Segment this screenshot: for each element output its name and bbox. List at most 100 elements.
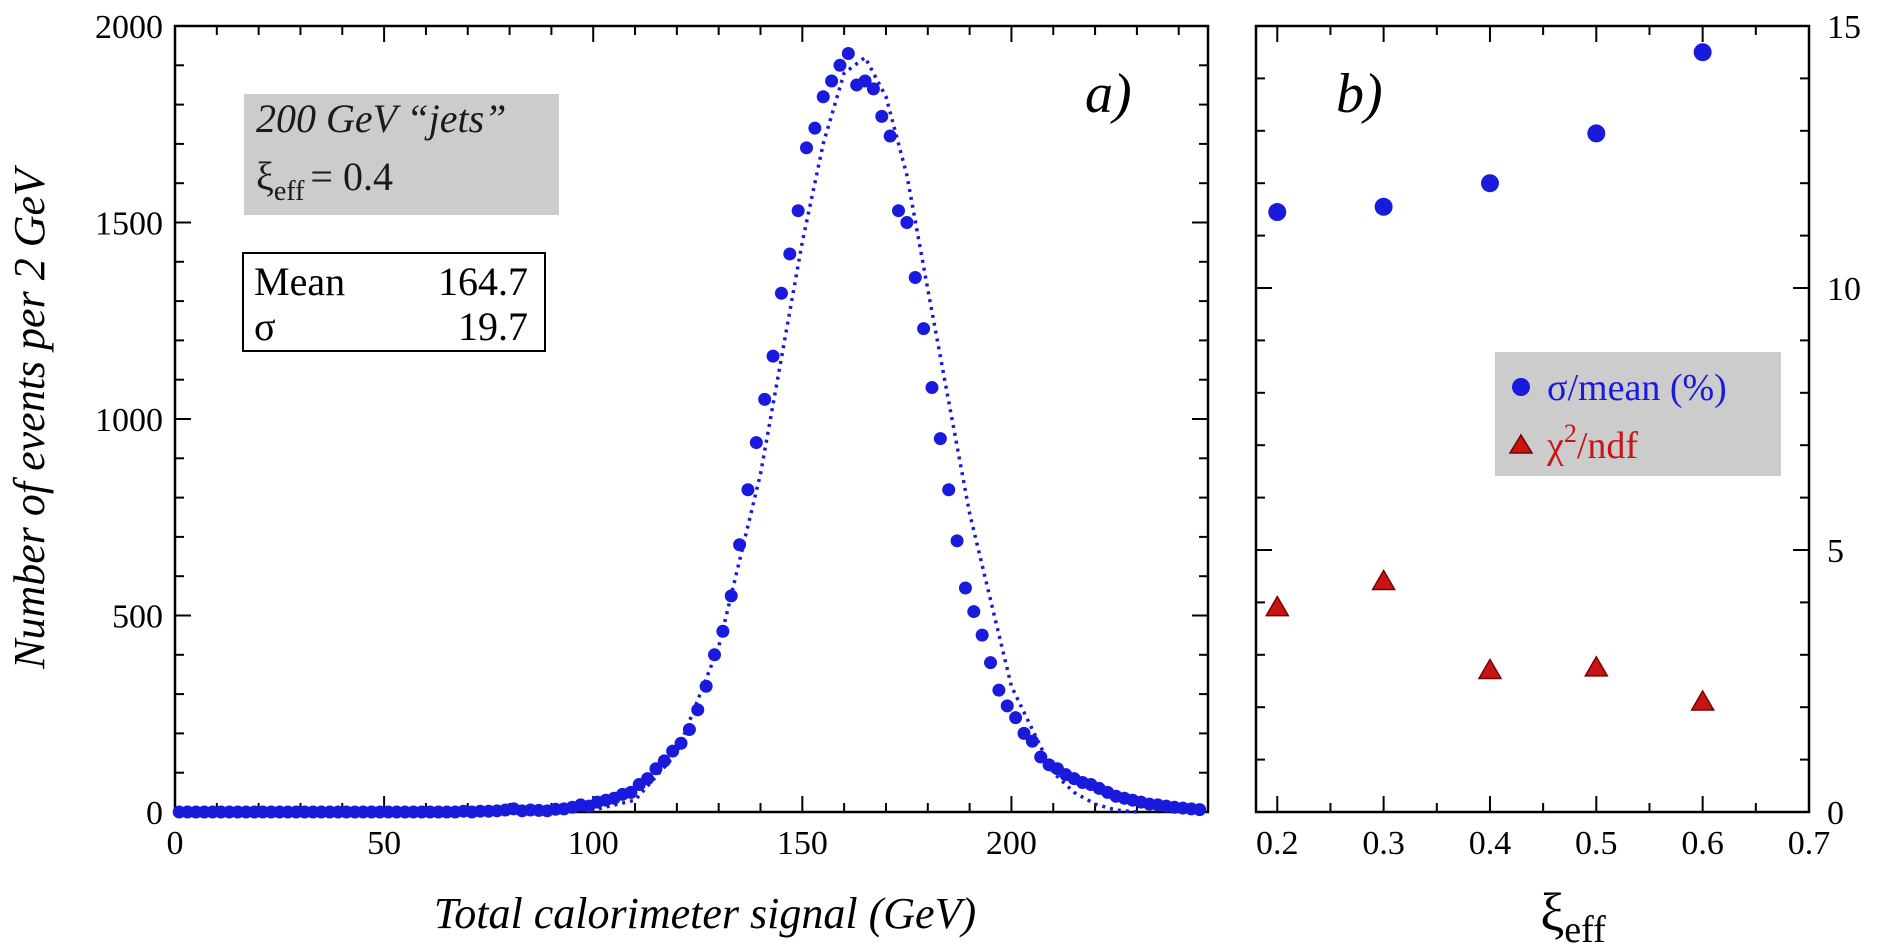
data-point <box>958 581 972 595</box>
stats-box <box>242 252 546 352</box>
b-y-tick-label: 10 <box>1827 271 1861 308</box>
chi2-point <box>1477 658 1503 680</box>
x-tick-label: 0 <box>167 825 184 862</box>
panel-b-tick-labels: 0.2 0.3 0.4 0.5 0.6 0.70 5 10 15 <box>1256 9 1861 862</box>
y-tick-label: 500 <box>112 599 163 636</box>
data-point <box>733 538 747 552</box>
data-point <box>1000 699 1014 713</box>
data-point <box>992 683 1006 697</box>
panel-b-x-axis-title: ξeff <box>1540 882 1606 944</box>
data-point <box>716 624 730 638</box>
y-tick-label: 0 <box>146 795 163 832</box>
panel-b-frame <box>1254 24 1811 814</box>
legend-marker-chi2 <box>1508 433 1534 454</box>
data-point <box>708 648 722 662</box>
stats-sigma-label: σ <box>254 304 276 349</box>
panel-b-label: b) <box>1336 63 1383 125</box>
data-point <box>800 141 814 155</box>
data-point <box>624 785 638 799</box>
y-axis-title: Number of events per 2 GeV <box>5 164 54 670</box>
sigma-point <box>1268 203 1287 222</box>
data-point <box>933 432 947 446</box>
b-x-tick-label: 0.2 <box>1256 825 1299 862</box>
data-point <box>967 605 981 619</box>
x-tick-label: 100 <box>568 825 619 862</box>
data-point <box>1017 726 1031 740</box>
b-x-tick-label: 0.3 <box>1362 825 1405 862</box>
data-point <box>816 90 830 104</box>
sigma-point <box>1374 197 1393 216</box>
info-box-xi: ξeff = 0.4 <box>256 154 393 207</box>
x-axis-title: Total calorimeter signal (GeV) <box>434 889 976 938</box>
chi2-point <box>1584 655 1609 677</box>
data-point <box>758 392 772 406</box>
data-point <box>674 736 688 750</box>
b-x-tick-label: 0.4 <box>1469 825 1512 862</box>
data-point <box>975 628 989 642</box>
data-point <box>791 204 805 218</box>
data-point <box>691 703 705 717</box>
data-point <box>866 82 880 96</box>
panel-b-points <box>1264 43 1715 711</box>
legend-label-sigma: σ/mean (%) <box>1547 367 1727 409</box>
b-x-tick-label: 0.6 <box>1681 825 1724 862</box>
data-point <box>699 679 713 693</box>
panel-a-ticks <box>174 25 1208 813</box>
sigma-point <box>1480 174 1499 193</box>
data-point <box>783 247 797 261</box>
data-point <box>641 772 655 786</box>
legend-label-chi2: χ2/ndf <box>1546 419 1638 467</box>
fit-curve <box>174 54 1138 814</box>
sigma-point <box>1587 124 1606 143</box>
data-point <box>858 74 872 88</box>
data-point <box>808 121 822 135</box>
data-point <box>833 58 847 72</box>
data-point <box>984 656 998 670</box>
data-point <box>925 381 939 395</box>
data-point <box>841 47 855 61</box>
stats-mean-label: Mean <box>254 259 345 304</box>
data-point <box>825 74 839 88</box>
data-point <box>883 129 897 143</box>
data-point <box>1034 750 1048 764</box>
chi2-point <box>1690 689 1715 711</box>
info-box-title: 200 GeV “jets” <box>256 96 506 141</box>
data-point <box>666 744 680 758</box>
data-point <box>917 322 931 336</box>
data-point <box>682 722 696 736</box>
data-point <box>875 109 889 123</box>
data-point <box>741 483 755 497</box>
data-point <box>892 204 906 218</box>
data-point <box>908 271 922 285</box>
data-point <box>950 534 964 548</box>
data-point <box>1009 711 1023 725</box>
data-point <box>774 286 788 300</box>
b-x-tick-label: 0.7 <box>1788 825 1831 862</box>
y-tick-label: 1000 <box>95 402 163 439</box>
x-tick-label: 150 <box>777 825 828 862</box>
x-tick-label: 200 <box>986 825 1037 862</box>
y-tick-label: 2000 <box>95 9 163 46</box>
legend-box <box>1495 352 1781 476</box>
y-tick-label: 1500 <box>95 206 163 243</box>
data-point <box>749 436 763 450</box>
info-box <box>244 94 559 215</box>
data-point <box>766 349 780 363</box>
stats-sigma-value: 19.7 <box>458 304 528 349</box>
b-y-tick-label: 15 <box>1827 9 1861 46</box>
data-point <box>657 754 671 768</box>
data-point <box>942 483 956 497</box>
stats-mean-value: 164.7 <box>438 259 528 304</box>
panel-b-ticks <box>1256 25 1810 813</box>
data-point <box>1193 803 1207 817</box>
data-point <box>649 762 663 776</box>
chi2-point <box>1371 568 1396 591</box>
x-tick-label: 50 <box>367 825 401 862</box>
b-x-tick-label: 0.5 <box>1575 825 1618 862</box>
chi2-point <box>1264 595 1290 617</box>
b-y-tick-label: 0 <box>1827 795 1844 832</box>
data-point <box>724 589 738 603</box>
